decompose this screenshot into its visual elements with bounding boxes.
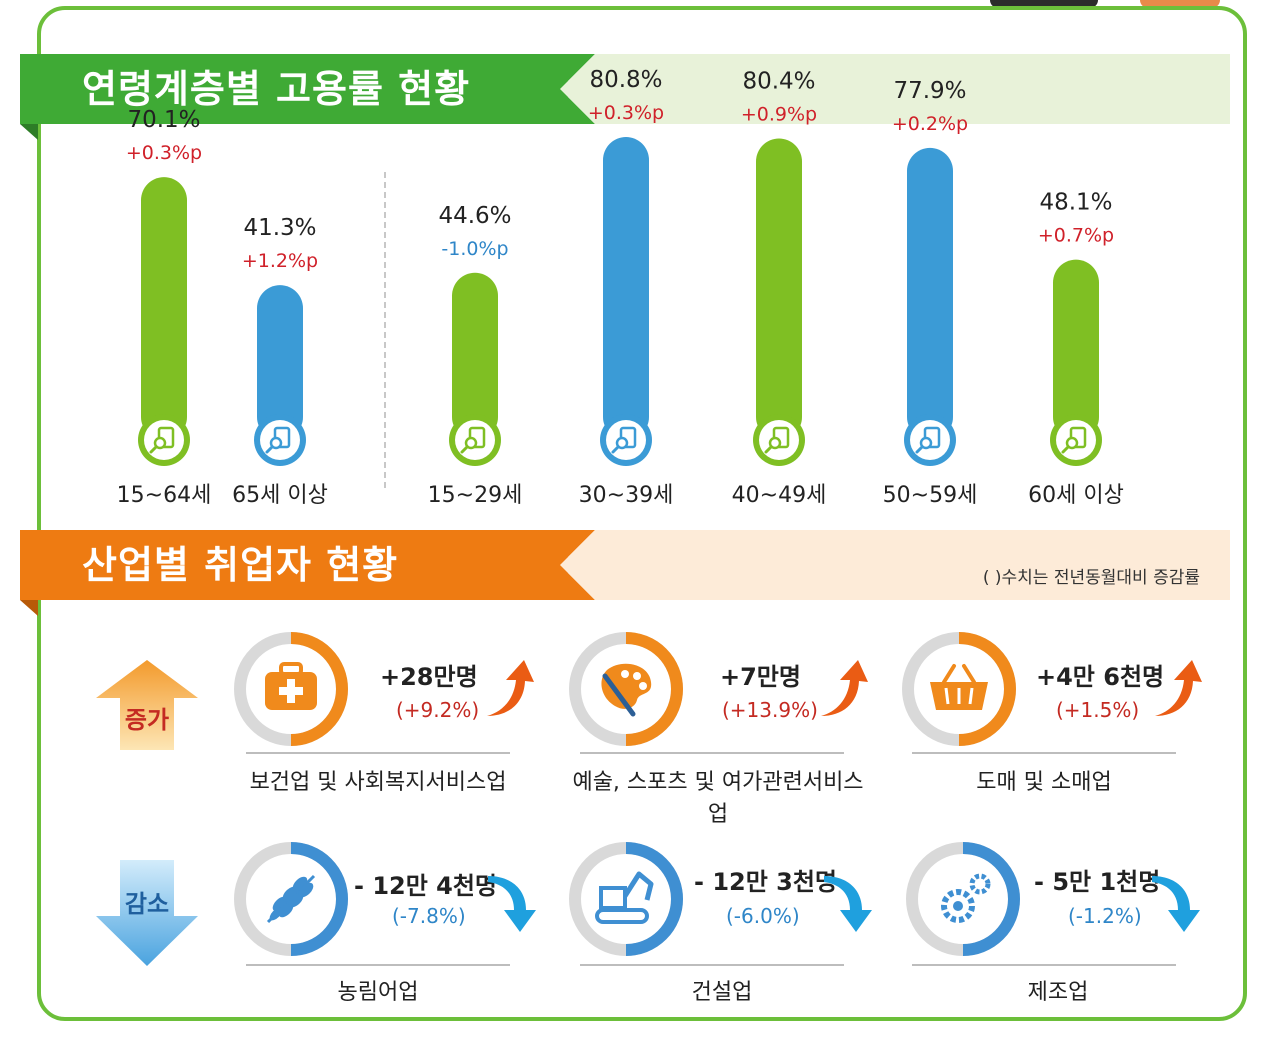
magnifier-handle-icon [460,445,469,454]
group-divider [384,172,386,488]
bar-change-label: +0.3%p [126,142,202,164]
decrease-rate-2: (-6.0%) [726,904,800,928]
bar-value-label: 80.8% [589,67,662,93]
bar-change-label: +0.3%p [588,102,664,124]
decrease-arrow-icon [96,860,198,966]
bar [141,177,187,440]
decrease-name-3: 제조업 [1027,980,1089,1005]
magnifier-handle-icon [149,445,158,454]
decrease-arrow: 감소 [96,860,198,966]
bar-change-label: +0.9%p [741,104,817,126]
decrease-amount-3: - 5만 1천명 [1034,868,1161,896]
section2-banner-shape [20,530,1230,600]
decrease-rule-2 [580,964,844,966]
increase-rate-2: (+13.9%) [722,698,818,722]
increase-name-3: 도매 및 소매업 [976,770,1112,795]
magnifier-icon [153,436,167,450]
decrease-name-1: 농림어업 [337,980,419,1005]
magnifier-handle-icon [265,445,274,454]
trend-down-icon [488,876,536,932]
bar-change-label: +0.7%p [1038,225,1114,247]
decrease-amount-2: - 12만 3천명 [694,868,838,896]
trend-up-icon [487,660,534,716]
palette-brush-icon [569,632,683,746]
gears-icon [906,842,1020,956]
shopping-basket-icon [902,632,1016,746]
magnifier-handle-icon [1061,445,1070,454]
infographic-frame [37,6,1247,1021]
magnifier-handle-icon [764,445,773,454]
increase-rate-3: (+1.5%) [1056,698,1140,722]
bar-value-label: 41.3% [243,215,316,241]
increase-name-1: 보건업 및 사회복지서비스업 [249,770,507,795]
section1-title: 연령계층별 고용률 현황 [82,67,471,111]
decrease-rule-3 [912,964,1176,966]
magnifier-icon [1065,436,1079,450]
section1-banner-fold [20,124,38,140]
decrease-label: 감소 [124,890,170,918]
trend-down-icon [824,876,872,932]
trend-up-icon [1155,660,1202,716]
category-label: 60세 이상 [1028,483,1124,508]
bar-change-label: +0.2%p [892,113,968,135]
bar [1053,259,1099,440]
magnifier-icon [464,436,478,450]
trend-up-icon [821,660,868,716]
bar-value-label: 48.1% [1039,190,1112,216]
magnifier-icon [615,436,629,450]
increase-rate-1: (+9.2%) [396,698,480,722]
category-label: 40~49세 [732,483,827,508]
category-label: 30~39세 [579,483,674,508]
section1-banner: 연령계층별 고용률 현황 [20,54,1230,140]
bar [257,285,303,440]
bar-value-label: 77.9% [893,78,966,104]
category-label: 65세 이상 [232,483,328,508]
wheat-icon [234,842,348,956]
bar [603,137,649,440]
increase-rule-2 [580,752,844,754]
increase-amount-3: +4만 6천명 [1036,663,1165,691]
decrease-rule-1 [246,964,510,966]
bar-value-label: 70.1% [127,107,200,133]
increase-rule-3 [912,752,1176,754]
magnifier-icon [269,436,283,450]
employment-rate-chart: 70.1% +0.3%p 15~64세 41.3% +1.2%p 65세 이상 44.6% -… [117,67,1124,508]
increase-rule-1 [246,752,510,754]
category-label: 50~59세 [883,483,978,508]
increase-name-2: 예술, 스포츠 및 여가관련서비스업 [572,770,864,827]
top-decoration-dark [990,0,1098,8]
category-label: 15~64세 [117,483,212,508]
excavator-icon [569,842,683,956]
category-label: 15~29세 [428,483,523,508]
magnifier-handle-icon [611,445,620,454]
bar-value-label: 44.6% [438,203,511,229]
decrease-rate-3: (-1.2%) [1068,904,1142,928]
decrease-rate-1: (-7.8%) [392,904,466,928]
magnifier-icon [768,436,782,450]
section2-banner: 산업별 취업자 현황 [20,530,1230,616]
increase-label: 증가 [124,706,170,734]
increase-amount-2: +7만명 [720,663,801,691]
magnifier-icon [919,436,933,450]
top-decoration-orange [1140,0,1220,8]
bar [452,272,498,440]
bar-change-label: +1.2%p [242,250,318,272]
bar [756,138,802,440]
trend-down-icon [1152,876,1200,932]
bar-value-label: 80.4% [742,69,815,95]
magnifier-handle-icon [915,445,924,454]
increase-arrow: 증가 [96,660,198,750]
decrease-name-2: 건설업 [691,980,753,1005]
section2-note: ( )수치는 전년동월대비 증감률 [982,568,1200,588]
section1-banner-shape [20,54,1230,124]
increase-arrow-icon [96,660,198,750]
increase-amount-1: +28만명 [380,663,478,691]
first-aid-kit-icon [234,632,348,746]
section2-banner-fold [20,600,38,616]
bar-change-label: -1.0%p [441,238,508,260]
section2-title: 산업별 취업자 현황 [82,543,399,587]
bar [907,147,953,440]
decrease-amount-1: - 12만 4천명 [354,872,498,900]
